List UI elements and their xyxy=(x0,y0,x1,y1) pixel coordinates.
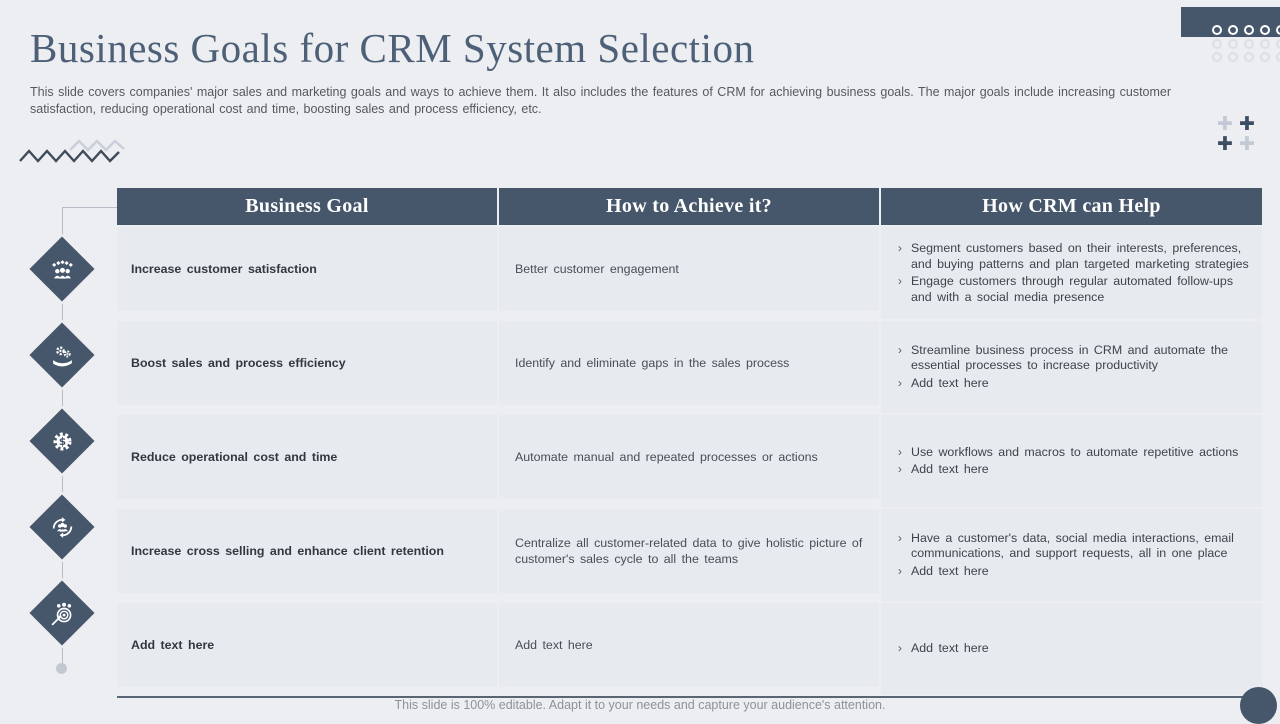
header-how-crm-can-help: How CRM can Help xyxy=(881,188,1262,225)
goal-cell: Increase customer satisfaction xyxy=(117,227,497,311)
corner-circle-decoration xyxy=(1240,687,1277,724)
dots-decoration xyxy=(1212,25,1280,35)
row-icon-diamond xyxy=(29,580,95,646)
table-row: Add text here Add text here › Add text he… xyxy=(117,603,1262,695)
connector-end-dot xyxy=(56,663,67,674)
crm-help-cell: › Add text here xyxy=(881,603,1262,695)
goal-text: Boost sales and process efficiency xyxy=(131,356,346,370)
add-text-placeholder[interactable]: Add text here xyxy=(911,375,989,390)
bullet-text: Streamline business process in CRM and a… xyxy=(911,342,1229,373)
bullet-item: › Add text here xyxy=(889,462,1254,478)
bullet-item: › Add text here xyxy=(889,641,1254,657)
add-text-placeholder[interactable]: Add text here xyxy=(515,638,593,652)
goal-cell: Reduce operational cost and time xyxy=(117,415,497,499)
header-business-goal: Business Goal xyxy=(117,188,497,225)
goal-text: Increase customer satisfaction xyxy=(131,262,317,276)
achieve-text: Centralize all customer-related data to … xyxy=(515,536,863,566)
header-how-to-achieve: How to Achieve it? xyxy=(499,188,879,225)
achieve-text: Better customer engagement xyxy=(515,262,679,276)
plus-signs-decoration: ✚ ✚ ✚ ✚ xyxy=(1217,113,1255,155)
hand-gears-icon xyxy=(52,345,72,366)
achieve-text: Identify and eliminate gaps in the sales… xyxy=(515,356,790,370)
add-text-placeholder[interactable]: Add text here xyxy=(911,563,989,578)
goal-cell: Add text here xyxy=(117,603,497,687)
crm-help-cell: › Streamline business process in CRM and … xyxy=(881,321,1262,413)
bullet-item: › Add text here xyxy=(889,564,1254,580)
crm-help-cell: › Have a customer's data, social media in… xyxy=(881,509,1262,601)
bullet-marker: › xyxy=(897,444,903,459)
editable-note: This slide is 100% editable. Adapt it to… xyxy=(394,698,886,712)
bullet-marker: › xyxy=(897,241,903,255)
add-text-placeholder[interactable]: Add text here xyxy=(911,462,989,476)
crm-help-cell: › Use workflows and macros to automate re… xyxy=(881,415,1262,507)
bullet-marker: › xyxy=(897,274,903,288)
people-sync-arrows-icon xyxy=(52,516,72,538)
bullet-text: Have a customer's data, social media int… xyxy=(911,530,1234,561)
row-icon-diamond xyxy=(29,494,95,560)
gear-dollar-icon: $ xyxy=(52,431,72,451)
bullet-marker: › xyxy=(897,641,903,656)
add-text-placeholder[interactable]: Add text here xyxy=(911,641,989,656)
achieve-cell: Centralize all customer-related data to … xyxy=(499,509,879,593)
customers-stars-icon xyxy=(51,259,73,279)
bullet-marker: › xyxy=(897,563,903,578)
goal-text: Reduce operational cost and time xyxy=(131,450,338,464)
table-row: Increase customer satisfaction Better cu… xyxy=(117,227,1262,319)
bullet-marker: › xyxy=(897,342,903,357)
bullet-item: › Use workflows and macros to automate re… xyxy=(889,445,1254,461)
bullet-item: › Streamline business process in CRM and … xyxy=(889,343,1254,374)
add-text-placeholder[interactable]: Add text here xyxy=(131,638,215,652)
goal-cell: Increase cross selling and enhance clien… xyxy=(117,509,497,593)
connector-line xyxy=(62,207,117,208)
goal-cell: Boost sales and process efficiency xyxy=(117,321,497,405)
achieve-cell: Add text here xyxy=(499,603,879,687)
svg-text:$: $ xyxy=(58,436,65,448)
zigzag-decoration xyxy=(19,139,125,163)
crm-help-cell: › Segment customers based on their intere… xyxy=(881,227,1262,319)
table-header-row: Business Goal How to Achieve it? How CRM… xyxy=(117,188,1262,225)
people-target-icon xyxy=(50,602,71,626)
crm-goals-table: Business Goal How to Achieve it? How CRM… xyxy=(117,188,1262,698)
row-icon-diamond: $ xyxy=(29,408,95,474)
achieve-cell: Identify and eliminate gaps in the sales… xyxy=(499,321,879,405)
row-icon-diamond xyxy=(29,322,95,388)
table-row: Reduce operational cost and time Automat… xyxy=(117,415,1262,507)
table-row: Increase cross selling and enhance clien… xyxy=(117,509,1262,601)
bullet-marker: › xyxy=(897,462,903,476)
bullet-item: › Engage customers through regular automa… xyxy=(889,274,1254,305)
bullet-text: Use workflows and macros to automate rep… xyxy=(911,444,1239,459)
goal-text: Increase cross selling and enhance clien… xyxy=(131,544,444,558)
dots-decoration xyxy=(1212,39,1280,49)
dots-decoration xyxy=(1212,52,1280,62)
table-row: Boost sales and process efficiency Ident… xyxy=(117,321,1262,413)
bullet-marker: › xyxy=(897,530,903,545)
bullet-item: › Segment customers based on their intere… xyxy=(889,241,1254,272)
slide-description: This slide covers companies' major sales… xyxy=(30,85,1172,116)
achieve-cell: Automate manual and repeated processes o… xyxy=(499,415,879,499)
achieve-cell: Better customer engagement xyxy=(499,227,879,311)
bullet-text: Segment customers based on their interes… xyxy=(911,241,1249,271)
bullet-item: › Have a customer's data, social media in… xyxy=(889,531,1254,562)
bullet-text: Engage customers through regular automat… xyxy=(911,274,1234,304)
table-bottom-border xyxy=(117,696,1262,698)
row-icon-diamond xyxy=(29,236,95,302)
bullet-item: › Add text here xyxy=(889,376,1254,392)
bullet-marker: › xyxy=(897,375,903,390)
achieve-text: Automate manual and repeated processes o… xyxy=(515,450,818,464)
page-title: Business Goals for CRM System Selection xyxy=(30,25,755,71)
